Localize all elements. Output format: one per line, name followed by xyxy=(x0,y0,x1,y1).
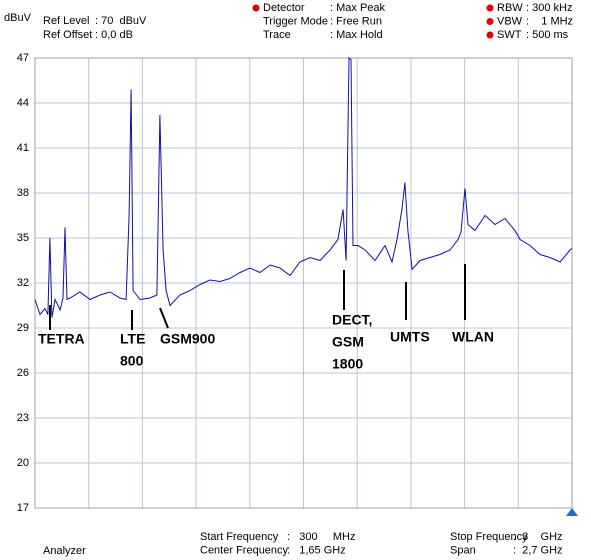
status-indicator xyxy=(486,18,494,25)
setting-value: : 300 MHz xyxy=(287,531,355,543)
plot-area xyxy=(34,57,573,509)
y-tick-label: 41 xyxy=(17,142,29,154)
status-indicator xyxy=(486,4,494,12)
annotation-label: LTE xyxy=(120,331,145,347)
annotation-label: GSM900 xyxy=(160,331,215,347)
setting-label: RBW xyxy=(497,2,523,14)
y-tick-label: 38 xyxy=(17,187,29,199)
trace-line xyxy=(34,57,573,318)
y-tick-label: 17 xyxy=(17,502,29,514)
setting-value: : 3 GHz xyxy=(513,531,563,543)
annotation-label: 1800 xyxy=(332,356,363,372)
setting-label: SWT xyxy=(497,29,522,41)
setting-label: Start Frequency xyxy=(200,531,279,543)
y-tick-label: 26 xyxy=(17,367,29,379)
setting-value: : 500 ms xyxy=(526,29,569,41)
annotation-pointer xyxy=(159,307,169,329)
y-tick-label: 29 xyxy=(17,322,29,334)
annotation-label: GSM xyxy=(332,334,364,350)
setting-value: : 2,7 GHz xyxy=(513,544,563,556)
y-tick-label: 20 xyxy=(17,457,29,469)
y-tick-label: 35 xyxy=(17,232,29,244)
setting-label: Center Frequency xyxy=(200,544,289,556)
y-tick-label: 47 xyxy=(17,52,29,64)
setting-value: : Max Hold xyxy=(330,29,383,41)
y-axis-unit: dBuV xyxy=(4,12,32,24)
setting-label: VBW xyxy=(497,15,523,27)
scroll-arrow[interactable] xyxy=(566,508,578,516)
annotation-label: TETRA xyxy=(38,331,85,347)
setting-value: : 1,65 GHz xyxy=(287,544,346,556)
setting-label: Ref Level xyxy=(43,15,89,27)
y-tick-label: 32 xyxy=(17,277,29,289)
setting-label: Detector xyxy=(263,2,305,14)
status-indicator xyxy=(252,4,260,12)
setting-label: Trigger Mode xyxy=(263,15,328,27)
status-indicator xyxy=(486,31,494,39)
annotation-label: UMTS xyxy=(390,329,430,345)
status-text: Analyzer xyxy=(43,545,86,557)
annotation-label: DECT, xyxy=(332,312,372,328)
setting-value: : 300 kHz xyxy=(526,2,572,14)
setting-value: : 1 MHz xyxy=(526,15,573,27)
setting-value: : 70 dBuV xyxy=(95,15,147,27)
setting-label: Stop Frequency xyxy=(450,531,528,543)
setting-label: Ref Offset xyxy=(43,29,92,41)
annotation-label: WLAN xyxy=(452,329,494,345)
setting-value: : Max Peak xyxy=(330,2,386,14)
setting-value: : Free Run xyxy=(330,15,382,27)
y-tick-label: 23 xyxy=(17,412,29,424)
setting-label: Span xyxy=(450,544,476,556)
y-tick-label: 44 xyxy=(17,97,29,109)
annotation-label: 800 xyxy=(120,353,144,369)
setting-value: : 0,0 dB xyxy=(95,29,133,41)
setting-label: Trace xyxy=(263,29,291,41)
